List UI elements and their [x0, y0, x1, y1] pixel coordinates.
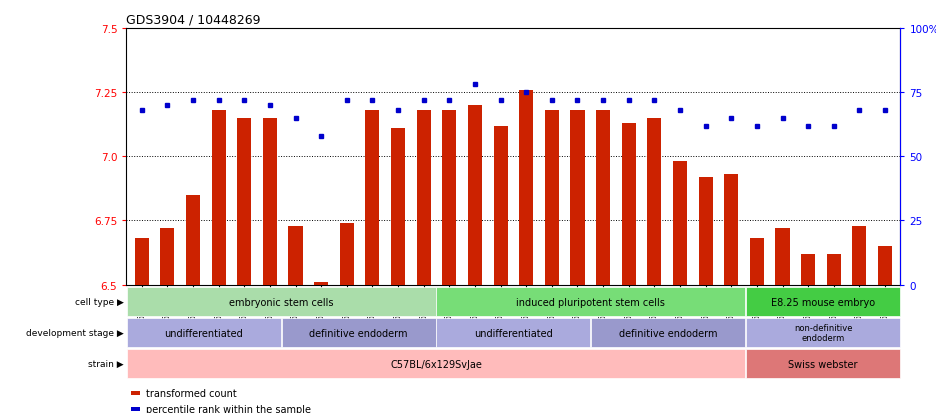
Bar — [622, 123, 636, 285]
Bar — [237, 119, 251, 285]
Text: non-definitive
endoderm: non-definitive endoderm — [794, 323, 853, 342]
Text: undifferentiated: undifferentiated — [165, 328, 243, 338]
Text: GDS3904 / 10448269: GDS3904 / 10448269 — [126, 14, 261, 27]
Bar — [314, 282, 329, 285]
Bar — [724, 175, 739, 285]
Text: strain ▶: strain ▶ — [88, 359, 124, 368]
Text: transformed count: transformed count — [146, 388, 237, 398]
Bar — [519, 90, 534, 285]
Bar — [263, 119, 277, 285]
Bar — [468, 106, 482, 285]
Text: embryonic stem cells: embryonic stem cells — [229, 297, 333, 307]
Text: undifferentiated: undifferentiated — [474, 328, 553, 338]
Bar — [365, 111, 379, 285]
Bar — [878, 247, 892, 285]
Text: definitive endoderm: definitive endoderm — [619, 328, 718, 338]
Bar — [417, 111, 431, 285]
Bar — [750, 239, 764, 285]
Bar — [340, 223, 354, 285]
Bar — [776, 229, 790, 285]
Bar — [826, 254, 841, 285]
Bar — [493, 126, 507, 285]
Bar — [698, 178, 712, 285]
Bar — [212, 111, 226, 285]
Text: C57BL/6x129SvJae: C57BL/6x129SvJae — [390, 359, 482, 369]
Text: cell type ▶: cell type ▶ — [75, 297, 124, 306]
Bar — [853, 226, 867, 285]
Bar — [673, 162, 687, 285]
Bar — [135, 239, 149, 285]
Bar — [443, 111, 457, 285]
Bar — [570, 111, 584, 285]
Text: E8.25 mouse embryo: E8.25 mouse embryo — [771, 297, 875, 307]
Bar — [160, 229, 174, 285]
Bar — [801, 254, 815, 285]
Text: definitive endoderm: definitive endoderm — [309, 328, 408, 338]
Text: Swiss webster: Swiss webster — [788, 359, 857, 369]
Text: induced pluripotent stem cells: induced pluripotent stem cells — [517, 297, 665, 307]
Text: development stage ▶: development stage ▶ — [26, 328, 124, 337]
Bar — [648, 119, 662, 285]
Bar — [186, 195, 200, 285]
Bar — [545, 111, 559, 285]
Bar — [596, 111, 610, 285]
Bar — [288, 226, 302, 285]
Bar — [391, 129, 405, 285]
Text: percentile rank within the sample: percentile rank within the sample — [146, 404, 311, 413]
